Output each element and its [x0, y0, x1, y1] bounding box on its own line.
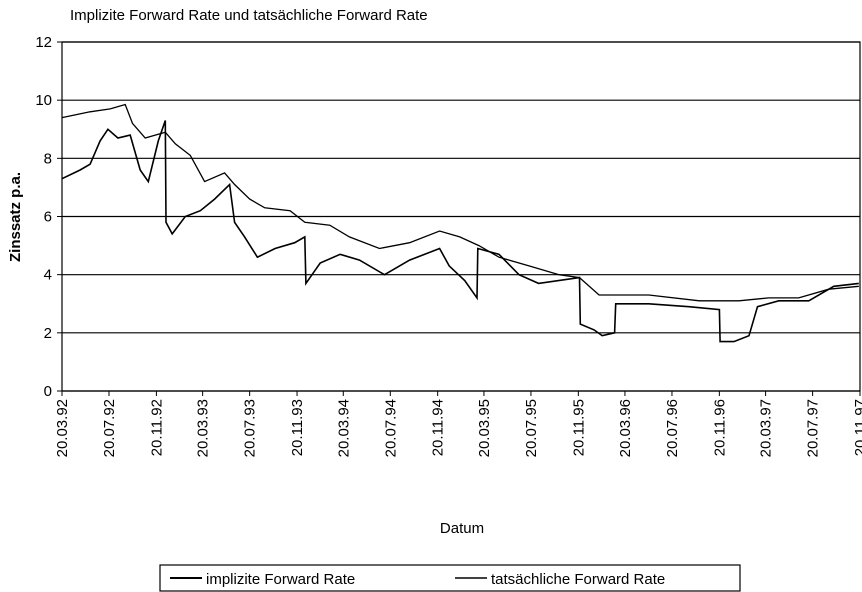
x-tick-label: 20.03.94 — [335, 399, 352, 457]
y-axis-label: Zinssatz p.a. — [7, 172, 24, 262]
x-tick-label: 20.03.96 — [617, 399, 634, 457]
plot-area — [61, 41, 861, 392]
x-tick-label: 20.11.93 — [289, 399, 306, 456]
x-tick-label: 20.07.95 — [523, 399, 540, 457]
legend-label: implizite Forward Rate — [206, 571, 355, 588]
x-tick-label: 20.07.92 — [101, 399, 118, 457]
y-tick-label: 10 — [35, 92, 52, 109]
y-tick-label: 6 — [44, 209, 52, 226]
x-tick-label: 20.03.95 — [476, 399, 493, 457]
x-tick-label: 20.11.92 — [148, 399, 165, 456]
y-tick-label: 2 — [44, 325, 52, 342]
legend-label: tatsächliche Forward Rate — [491, 571, 665, 588]
y-tick-label: 12 — [35, 34, 52, 51]
chart-title: Implizite Forward Rate und tatsächliche … — [70, 7, 428, 24]
legend-box — [159, 564, 741, 592]
x-tick-label: 20.07.94 — [382, 399, 399, 457]
x-axis-label: Datum — [440, 520, 484, 537]
x-tick-label: 20.07.97 — [805, 399, 822, 457]
y-tick-label: 0 — [44, 383, 52, 400]
x-tick-label: 20.03.93 — [195, 399, 212, 457]
x-tick-label: 20.07.96 — [664, 399, 681, 457]
y-tick-label: 4 — [44, 267, 52, 284]
x-tick-label: 20.07.93 — [242, 399, 259, 457]
series-line — [61, 103, 859, 302]
x-tick-label: 20.11.96 — [711, 399, 728, 456]
x-tick-label: 20.11.97 — [852, 399, 862, 456]
series-line — [61, 120, 859, 343]
y-tick-label: 8 — [44, 150, 52, 167]
x-tick-label: 20.11.94 — [430, 399, 447, 456]
x-tick-label: 20.11.95 — [570, 399, 587, 456]
x-tick-label: 20.03.97 — [758, 399, 775, 457]
x-tick-label: 20.03.92 — [54, 399, 71, 457]
